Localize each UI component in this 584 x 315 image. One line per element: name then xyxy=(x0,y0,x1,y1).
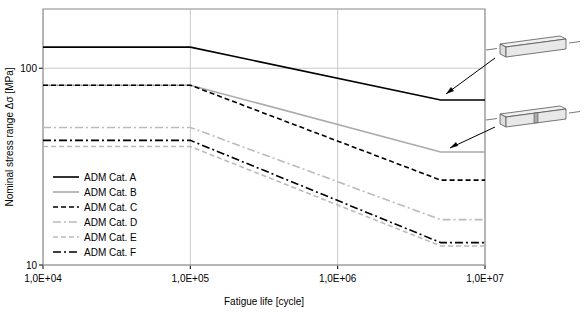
legend-entry: ADM Cat. F xyxy=(84,247,136,258)
tick-mark xyxy=(485,265,486,269)
tick-label: 100 xyxy=(20,63,37,74)
tick-mark xyxy=(39,68,43,69)
grid-line xyxy=(337,9,338,265)
legend-entry: ADM Cat. C xyxy=(84,202,137,213)
series-line xyxy=(43,47,485,100)
load-arrow xyxy=(486,119,497,121)
tick-mark xyxy=(43,265,44,269)
series-line xyxy=(43,85,485,152)
tick-mark xyxy=(190,265,191,269)
weld xyxy=(534,113,538,124)
legend-swatch xyxy=(53,236,79,238)
y-axis-label: Nominal stress range Δσ [MPa] xyxy=(4,67,15,206)
specimen-end xyxy=(500,44,506,57)
legend-entry: ADM Cat. A xyxy=(84,172,137,183)
legend-entry: ADM Cat. D xyxy=(84,217,137,228)
tick-label: 1,0E+06 xyxy=(319,273,357,284)
legend-swatch xyxy=(53,191,79,193)
specimen-end xyxy=(500,114,506,127)
legend-box xyxy=(49,167,141,261)
plot-frame xyxy=(43,9,485,265)
load-arrow xyxy=(486,49,497,51)
series-line xyxy=(43,140,485,242)
legend-swatch xyxy=(53,206,79,208)
load-arrow xyxy=(569,42,580,44)
series-line xyxy=(43,147,485,246)
pointer-arrow xyxy=(446,58,495,94)
tick-mark xyxy=(337,265,338,269)
grid-line xyxy=(43,68,485,69)
legend-swatch xyxy=(53,251,79,253)
legend-swatch xyxy=(53,176,79,178)
specimen-icon xyxy=(486,36,580,57)
load-arrow xyxy=(569,112,580,114)
specimen-side xyxy=(506,39,566,57)
pointer-arrow xyxy=(450,127,495,148)
pointer-head xyxy=(450,142,458,148)
legend-entry: ADM Cat. E xyxy=(84,232,137,243)
chart: 1,0E+04 1,0E+05 1,0E+06 1,0E+07 10 100 Fatigue… xyxy=(0,0,584,315)
series-line xyxy=(43,127,485,219)
tick-label: 10 xyxy=(26,260,38,271)
tick-mark xyxy=(39,265,43,266)
tick-label: 1,0E+07 xyxy=(466,273,504,284)
pointer-head xyxy=(446,87,454,94)
x-axis-label: Fatigue life [cycle] xyxy=(224,296,304,307)
tick-label: 1,0E+05 xyxy=(172,273,210,284)
series-group xyxy=(43,47,485,246)
legend-entry: ADM Cat. B xyxy=(84,187,137,198)
specimen-side xyxy=(506,109,566,127)
legend-swatch xyxy=(53,221,79,223)
tick-label: 1,0E+04 xyxy=(24,273,62,284)
series-line xyxy=(43,85,485,180)
specimen-icon xyxy=(486,106,580,127)
